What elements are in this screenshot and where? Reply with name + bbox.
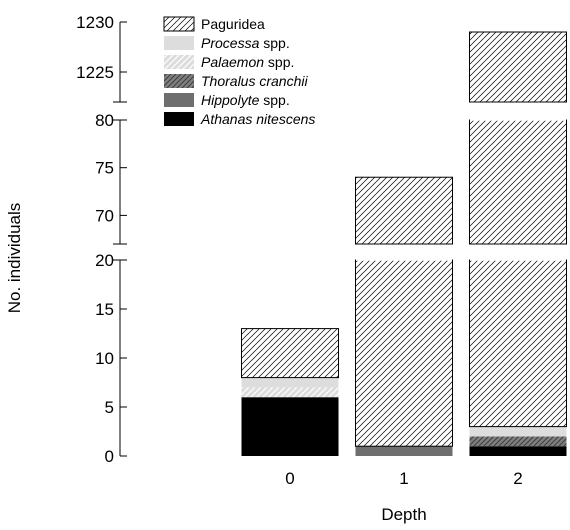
legend-label: Hippolyte spp. <box>201 92 290 108</box>
legend-swatch-hippolyte-spp- <box>164 93 194 107</box>
legend-swatch-paguridea <box>163 16 195 32</box>
legend-label: Processa spp. <box>201 35 290 51</box>
y-tick-label: 75 <box>95 159 114 178</box>
bar-thoralus-cranchii-depth-2 <box>469 436 567 447</box>
y-tick-label: 80 <box>95 111 114 130</box>
bars <box>241 31 567 456</box>
bar-hippolyte-spp--depth-1 <box>355 446 453 456</box>
bar-paguridea-depth-1 <box>355 176 453 245</box>
x-tick-label: 2 <box>513 469 522 488</box>
bar-paguridea-depth-0 <box>241 328 339 379</box>
legend-swatch-processa-spp- <box>164 36 194 50</box>
bar-paguridea-depth-2 <box>469 259 567 428</box>
legend-swatch-thoralus-cranchii <box>164 74 194 88</box>
legend-label: Paguridea <box>201 16 265 32</box>
bar-athanas-nitescens-depth-0 <box>241 397 339 456</box>
x-tick-label: 1 <box>399 469 408 488</box>
bar-group-depth-2 <box>469 31 567 456</box>
y-axis-title: No. individuals <box>5 203 24 314</box>
bar-palaemon-spp--depth-0 <box>241 387 339 398</box>
bar-athanas-nitescens-depth-2 <box>469 446 567 456</box>
x-tick-label: 0 <box>285 469 294 488</box>
bar-group-depth-1 <box>355 176 453 456</box>
bar-paguridea-depth-2 <box>469 119 567 245</box>
legend-label: Thoralus cranchii <box>201 73 308 89</box>
y-tick-label: 15 <box>95 300 114 319</box>
y-tick-label: 10 <box>95 349 114 368</box>
x-axis-title: Depth <box>381 505 426 524</box>
bar-processa-spp--depth-2 <box>469 426 567 437</box>
y-tick-label: 1230 <box>76 13 114 32</box>
y-tick-label: 5 <box>105 398 114 417</box>
bar-paguridea-depth-2 <box>469 31 567 103</box>
legend-swatch-athanas-nitescens <box>164 112 194 126</box>
y-tick-label: 0 <box>105 447 114 466</box>
legend-label: Athanas nitescens <box>200 111 315 127</box>
bar-paguridea-depth-1 <box>355 259 453 447</box>
legend-swatch-palaemon-spp- <box>164 55 194 69</box>
bar-group-depth-0 <box>241 328 339 456</box>
legend-label: Palaemon spp. <box>201 54 294 70</box>
y-tick-label: 1225 <box>76 63 114 82</box>
legend: Paguridea Processa spp. Palaemon spp. Thora… <box>163 16 315 127</box>
bar-processa-spp--depth-0 <box>241 377 339 388</box>
y-tick-label: 20 <box>95 251 114 270</box>
y-tick-label: 70 <box>95 206 114 225</box>
axes: 0 5 10 15 20 70 75 80 1225 1230 0 1 2 <box>76 13 523 488</box>
